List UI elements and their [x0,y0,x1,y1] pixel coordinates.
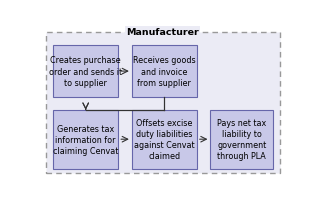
FancyBboxPatch shape [210,110,273,169]
Text: Generates tax
information for
claiming Cenvat: Generates tax information for claiming C… [53,124,118,155]
Text: Offsets excise
duty liabilities
against Cenvat
claimed: Offsets excise duty liabilities against … [134,118,195,161]
FancyBboxPatch shape [53,46,118,98]
FancyBboxPatch shape [46,33,281,173]
Text: Creates purchase
order and sends it
to supplier: Creates purchase order and sends it to s… [49,56,122,87]
FancyBboxPatch shape [53,110,118,169]
Text: Pays net tax
liability to
government
through PLA: Pays net tax liability to government thr… [217,118,266,161]
Text: Manufacturer: Manufacturer [126,28,199,37]
FancyBboxPatch shape [132,46,197,98]
FancyBboxPatch shape [132,110,197,169]
Text: Receives goods
and invoice
from supplier: Receives goods and invoice from supplier [133,56,196,87]
